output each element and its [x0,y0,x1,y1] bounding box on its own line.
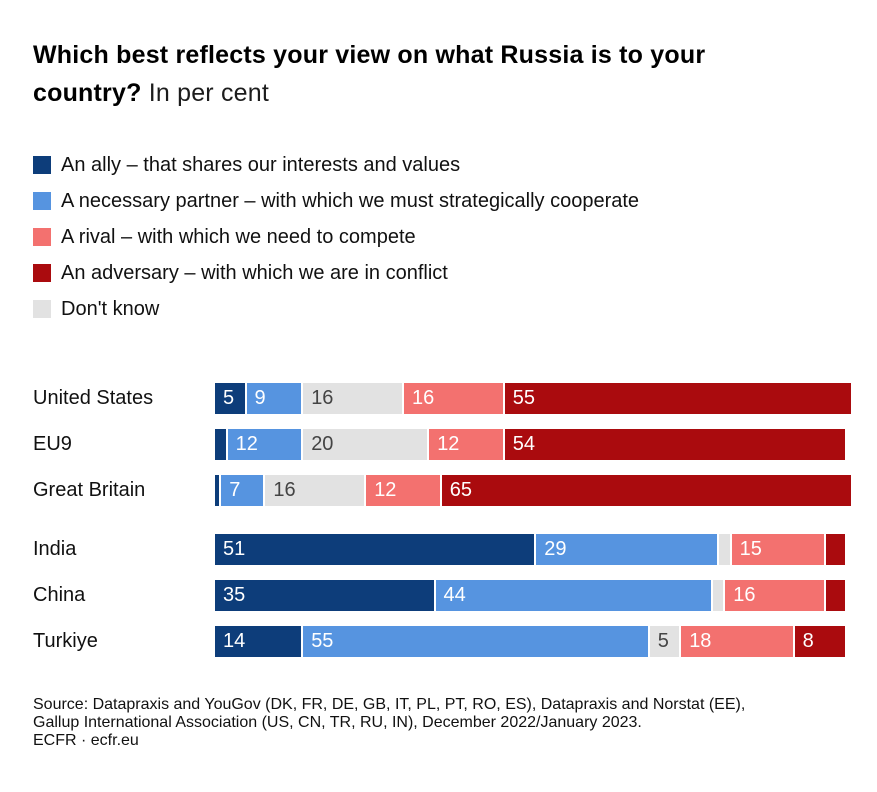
bar-segment-adversary: 65 [441,475,852,506]
bar-segment-partner: 9 [246,383,304,414]
bar-row-label: China [33,584,86,606]
bar-segment-dont_know: 16 [303,383,404,414]
source-line-2: Gallup International Association (US, CN… [33,714,642,731]
legend-label: A rival – with which we need to compete [61,225,416,248]
bar-row-label: Turkiye [33,630,98,652]
legend-swatch-adversary [33,264,51,282]
bar: 7 16 12 65 [215,475,852,506]
bar-segment-value: 12 [374,479,397,501]
legend-item-ally: An ally – that shares our interests and … [33,147,845,183]
bar-segment-rival: 15 [731,534,827,565]
bar-segment-value: 12 [235,433,258,455]
bar-segment-partner: 29 [536,534,719,565]
bar-segment-value: 7 [229,479,241,501]
bar-segment-ally [215,475,222,506]
legend-swatch-rival [33,228,51,246]
bar-segment-rival: 12 [366,475,442,506]
legend-swatch-ally [33,156,51,174]
bar: 14 55 5 18 8 [215,626,845,657]
bar-segment-partner: 44 [435,580,713,611]
bar-segment-adversary [826,534,845,565]
bar-segment-partner: 7 [221,475,266,506]
bar-segment-value: 18 [689,630,712,652]
legend-swatch-partner [33,192,51,210]
bar-segment-value: 5 [223,387,235,409]
legend-item-adversary: An adversary – with which we are in conf… [33,255,845,291]
legend-item-partner: A necessary partner – with which we must… [33,183,845,219]
bar-segment-value: 44 [443,584,466,606]
legend-label: An adversary – with which we are in conf… [61,261,448,284]
bar-segment-value: 14 [223,630,246,652]
page-title: Which best reflects your view on what Ru… [33,36,769,112]
bar-row: EU9 12 20 12 54 [33,429,845,460]
bar-segment-value: 16 [273,479,296,501]
bar-segment-value: 16 [733,584,756,606]
bar-row: Great Britain 7 16 12 65 [33,475,852,506]
legend-label: An ally – that shares our interests and … [61,153,461,176]
bar-row-label: United States [33,387,154,409]
bar: 51 29 15 [215,534,845,565]
bar-segment-dont_know: 16 [265,475,367,506]
bar-row-label: Great Britain [33,479,146,501]
bar-row: United States 5 9 16 16 55 [33,383,852,414]
bar-segment-ally: 35 [215,580,436,611]
bar-segment-value: 20 [311,433,334,455]
bar: 5 9 16 16 55 [215,383,852,414]
bar-segment-rival: 16 [403,383,505,414]
legend-item-dont_know: Don't know [33,291,845,327]
bar-row: China 35 44 16 [33,580,845,611]
bar-segment-dont_know [712,580,726,611]
bar-segment-value: 65 [449,479,473,501]
bar-segment-adversary: 54 [504,429,845,460]
bar-segment-partner: 55 [303,626,650,657]
bar-row-label: India [33,538,77,560]
bar-segment-value: 5 [657,630,669,652]
title-unit-note: In per cent [148,79,270,107]
bar-segment-adversary [826,580,845,611]
bar-segment-ally [215,429,228,460]
legend-swatch-dont_know [33,300,51,318]
chart-page: Which best reflects your view on what Ru… [33,36,852,749]
bar-segment-value: 35 [223,584,246,606]
bar-segment-value: 9 [254,387,266,409]
bar-segment-ally: 51 [215,534,537,565]
bar-segment-partner: 12 [227,429,304,460]
bar-segment-ally: 5 [215,383,247,414]
bar-segment-ally: 14 [215,626,304,657]
bar-segment-dont_know [718,534,732,565]
stacked-bar-chart: United States 5 9 16 16 55 EU9 12 20 12 54 Great Br… [33,383,852,657]
legend: An ally – that shares our interests and … [33,147,845,327]
source-line-3: ECFR · ecfr.eu [33,732,139,749]
bar: 12 20 12 54 [215,429,845,460]
source-line-1: Source: Datapraxis and YouGov (DK, FR, D… [33,696,746,713]
bar-segment-value: 12 [437,433,460,455]
bar-segment-value: 15 [739,538,762,560]
bar-segment-value: 16 [311,387,334,409]
bar-segment-value: 16 [411,387,435,409]
bar-row: India 51 29 15 [33,534,845,565]
legend-label: Don't know [61,297,160,320]
bar-segment-adversary: 8 [794,626,845,657]
bar-row: Turkiye 14 55 5 18 8 [33,626,845,657]
bar-segment-value: 29 [544,538,567,560]
bar-segment-dont_know: 5 [649,626,682,657]
bar-segment-rival: 12 [429,429,505,460]
bar-segment-value: 55 [512,387,536,409]
bar-segment-value: 55 [311,630,334,652]
bar: 35 44 16 [215,580,845,611]
bar-row-label: EU9 [33,433,72,455]
bar-segment-value: 51 [223,538,246,560]
legend-item-rival: A rival – with which we need to compete [33,219,845,255]
bar-segment-dont_know: 20 [303,429,430,460]
legend-label: A necessary partner – with which we must… [61,189,640,212]
bar-segment-rival: 16 [725,580,827,611]
bar-segment-rival: 18 [681,626,795,657]
bar-segment-value: 54 [512,433,536,455]
bar-segment-adversary: 55 [504,383,852,414]
title-question: Which best reflects your view on what Ru… [33,41,706,107]
bar-segment-value: 8 [802,630,814,652]
